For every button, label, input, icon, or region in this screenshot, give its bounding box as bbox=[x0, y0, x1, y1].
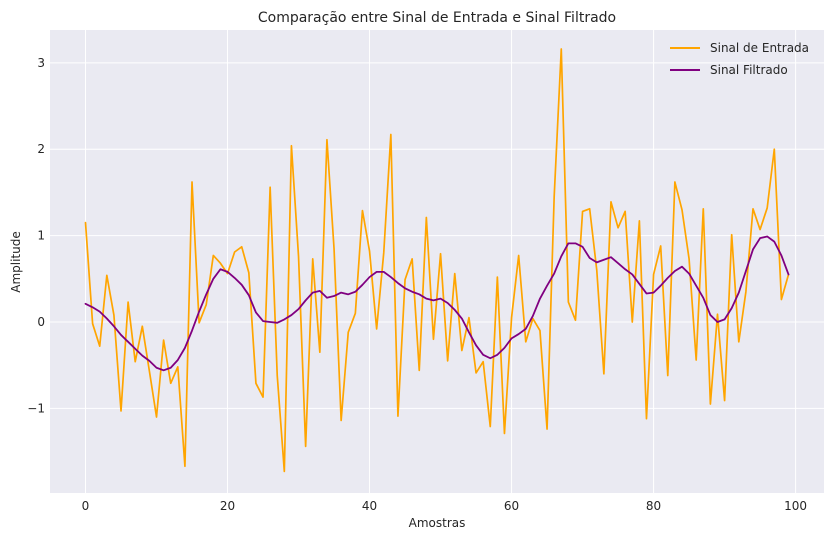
x-tick-label: 80 bbox=[646, 499, 661, 513]
x-axis-label: Amostras bbox=[409, 516, 466, 530]
y-tick-label: 2 bbox=[37, 142, 45, 156]
y-tick-label: 1 bbox=[37, 229, 45, 243]
chart-title: Comparação entre Sinal de Entrada e Sina… bbox=[258, 10, 616, 26]
y-tick-label: −1 bbox=[27, 401, 45, 415]
plot-area bbox=[50, 30, 824, 493]
legend-label-input: Sinal de Entrada bbox=[710, 41, 809, 55]
y-axis-label: Amplitude bbox=[9, 231, 23, 293]
x-axis-ticks: 0 20 40 60 80 100 bbox=[82, 499, 807, 513]
x-tick-label: 60 bbox=[504, 499, 519, 513]
x-tick-label: 20 bbox=[220, 499, 235, 513]
x-tick-label: 40 bbox=[362, 499, 377, 513]
series-line-input-signal bbox=[84, 48, 790, 473]
series-line-filtered-signal bbox=[84, 235, 790, 372]
series-lines bbox=[84, 48, 790, 473]
legend: Sinal de Entrada Sinal Filtrado bbox=[670, 41, 809, 77]
y-tick-label: 3 bbox=[37, 56, 45, 70]
grid bbox=[50, 30, 824, 493]
y-tick-label: 0 bbox=[37, 315, 45, 329]
legend-label-filtered: Sinal Filtrado bbox=[710, 63, 788, 77]
y-axis-ticks: −1 0 1 2 3 bbox=[27, 56, 45, 416]
x-tick-label: 0 bbox=[82, 499, 90, 513]
x-tick-label: 100 bbox=[784, 499, 807, 513]
